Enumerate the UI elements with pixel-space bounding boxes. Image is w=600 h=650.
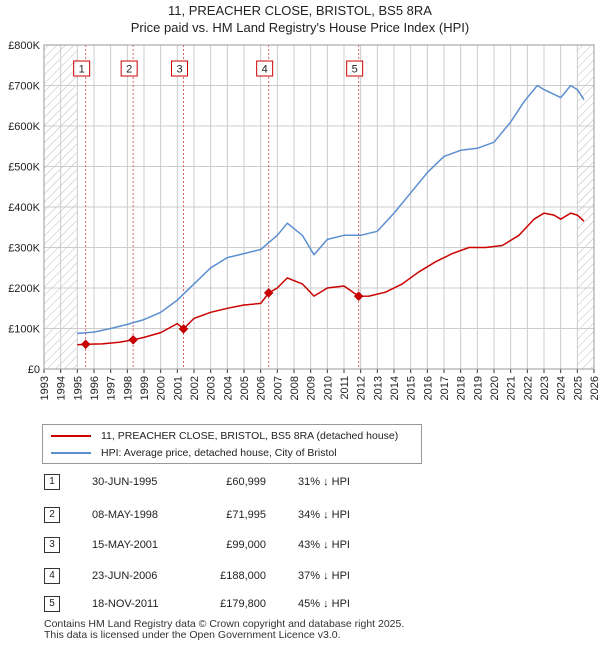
x-tick-label: 2002 xyxy=(189,376,201,400)
sale-marker-box xyxy=(171,60,188,77)
transaction-row: 5 18-NOV-2011 £179,800 45% ↓ HPI xyxy=(0,594,600,614)
transaction-row: 2 08-MAY-1998 £71,995 34% ↓ HPI xyxy=(0,505,600,525)
sale-marker-label: 1 xyxy=(79,64,85,76)
chart-title: 11, PREACHER CLOSE, BRISTOL, BS5 8RA xyxy=(168,3,432,18)
sale-point xyxy=(263,288,274,298)
transaction-number: 4 xyxy=(44,568,60,584)
x-tick-label: 2025 xyxy=(572,376,584,400)
x-tick-label: 2010 xyxy=(322,376,334,400)
transaction-price: £179,800 xyxy=(220,598,266,610)
sale-point xyxy=(178,324,189,334)
price-chart: 1 2 3 4 5 1993 1994 1995 1996 1997 1998 1999 2000 20… xyxy=(8,40,600,400)
x-tick-label: 2016 xyxy=(422,376,434,400)
y-tick-label: £400K xyxy=(8,202,40,214)
x-tick-label: 2019 xyxy=(472,376,484,400)
transaction-hpi-diff: 43% ↓ HPI xyxy=(298,539,350,551)
sale-point xyxy=(128,334,139,345)
y-tick-label: £0 xyxy=(28,364,40,376)
sale-marker-box xyxy=(120,60,138,77)
x-tick-label: 2003 xyxy=(206,376,218,400)
transaction-number: 5 xyxy=(44,596,60,612)
x-tick-label: 2001 xyxy=(172,376,184,400)
transaction-date: 18-NOV-2011 xyxy=(92,598,159,610)
x-tick-label: 2026 xyxy=(589,376,600,400)
x-tick-label: 2011 xyxy=(339,376,351,400)
x-tick-label: 1993 xyxy=(39,376,51,400)
x-tick-label: 1996 xyxy=(89,376,101,400)
x-tick-label: 1997 xyxy=(106,376,118,400)
y-tick-label: £100K xyxy=(8,324,40,336)
footer-attribution: Contains HM Land Registry data © Crown c… xyxy=(44,619,404,641)
transaction-price: £188,000 xyxy=(220,570,266,582)
legend-entry-hpi: HPI: Average price, detached house, City… xyxy=(51,445,337,461)
transaction-date: 23-JUN-2006 xyxy=(92,570,158,582)
legend-hpi-swatch xyxy=(51,452,91,455)
x-tick-label: 1994 xyxy=(56,376,68,400)
x-tick-label: 1999 xyxy=(139,376,151,400)
transaction-hpi-diff: 45% ↓ HPI xyxy=(298,598,350,610)
transaction-price: £71,995 xyxy=(226,509,266,521)
y-tick-label: £600K xyxy=(8,121,40,133)
sale-marker-label: 5 xyxy=(352,64,358,76)
sale-point xyxy=(353,291,364,302)
x-tick-label: 2018 xyxy=(456,376,468,400)
sale-marker-label: 3 xyxy=(176,64,182,76)
transaction-number: 2 xyxy=(44,507,60,523)
sale-marker-box xyxy=(346,60,364,77)
y-tick-label: £700K xyxy=(8,81,40,93)
x-tick-label: 2004 xyxy=(222,376,234,400)
x-tick-label: 2014 xyxy=(389,376,401,400)
transaction-row: 3 15-MAY-2001 £99,000 43% ↓ HPI xyxy=(0,535,600,555)
x-tick-label: 2005 xyxy=(239,376,251,400)
transaction-price: £60,999 xyxy=(226,476,266,488)
x-tick-label: 2006 xyxy=(256,376,268,400)
chart-subtitle: Price paid vs. HM Land Registry's House … xyxy=(130,20,470,35)
x-tick-label: 2015 xyxy=(406,376,418,400)
x-tick-label: 2017 xyxy=(439,376,451,400)
legend-entry-property: 11, PREACHER CLOSE, BRISTOL, BS5 8RA (de… xyxy=(51,428,398,444)
transaction-row: 1 30-JUN-1995 £60,999 31% ↓ HPI xyxy=(0,472,600,492)
transaction-date: 30-JUN-1995 xyxy=(92,476,158,488)
chart-legend: 11, PREACHER CLOSE, BRISTOL, BS5 8RA (de… xyxy=(42,424,422,464)
sale-point xyxy=(80,339,91,350)
sale-marker-label: 4 xyxy=(262,64,268,76)
legend-property-label: 11, PREACHER CLOSE, BRISTOL, BS5 8RA (de… xyxy=(101,430,399,442)
x-tick-label: 1998 xyxy=(122,376,134,400)
x-tick-label: 2023 xyxy=(539,376,551,400)
y-tick-label: £500K xyxy=(8,162,40,174)
x-tick-label: 2013 xyxy=(372,376,384,400)
x-tick-label: 2009 xyxy=(306,376,318,400)
footer-line-2: This data is licensed under the Open Gov… xyxy=(44,629,341,641)
x-tick-label: 2021 xyxy=(506,376,518,400)
property-series-line xyxy=(77,212,585,346)
transaction-hpi-diff: 34% ↓ HPI xyxy=(298,509,350,521)
legend-hpi-label: HPI: Average price, detached house, City… xyxy=(101,447,337,459)
legend-property-swatch xyxy=(51,435,91,438)
x-tick-label: 2020 xyxy=(489,376,501,400)
transaction-number: 1 xyxy=(44,474,60,490)
x-tick-label: 2012 xyxy=(356,376,368,400)
x-tick-label: 2024 xyxy=(556,376,568,400)
x-tick-label: 2007 xyxy=(272,376,284,400)
plot-frame xyxy=(43,44,595,370)
sale-marker-label: 2 xyxy=(126,64,132,76)
x-tick-label: 2022 xyxy=(522,376,534,400)
transaction-date: 15-MAY-2001 xyxy=(92,539,159,551)
sale-marker-box xyxy=(73,60,91,77)
x-tick-label: 2000 xyxy=(156,376,168,400)
transaction-date: 08-MAY-1998 xyxy=(92,509,159,521)
transaction-hpi-diff: 31% ↓ HPI xyxy=(298,476,350,488)
transaction-price: £99,000 xyxy=(226,539,266,551)
y-tick-label: £800K xyxy=(8,40,40,52)
x-tick-label: 2008 xyxy=(289,376,301,400)
transaction-number: 3 xyxy=(44,537,60,553)
hpi-series-line xyxy=(77,84,585,335)
transaction-row: 4 23-JUN-2006 £188,000 37% ↓ HPI xyxy=(0,566,600,586)
sale-marker-box xyxy=(256,60,274,77)
x-tick-label: 1995 xyxy=(72,376,84,400)
y-tick-label: £300K xyxy=(8,243,40,255)
footer-line-1: Contains HM Land Registry data © Crown c… xyxy=(44,618,405,630)
transaction-hpi-diff: 37% ↓ HPI xyxy=(298,570,350,582)
y-tick-label: £200K xyxy=(8,283,40,295)
